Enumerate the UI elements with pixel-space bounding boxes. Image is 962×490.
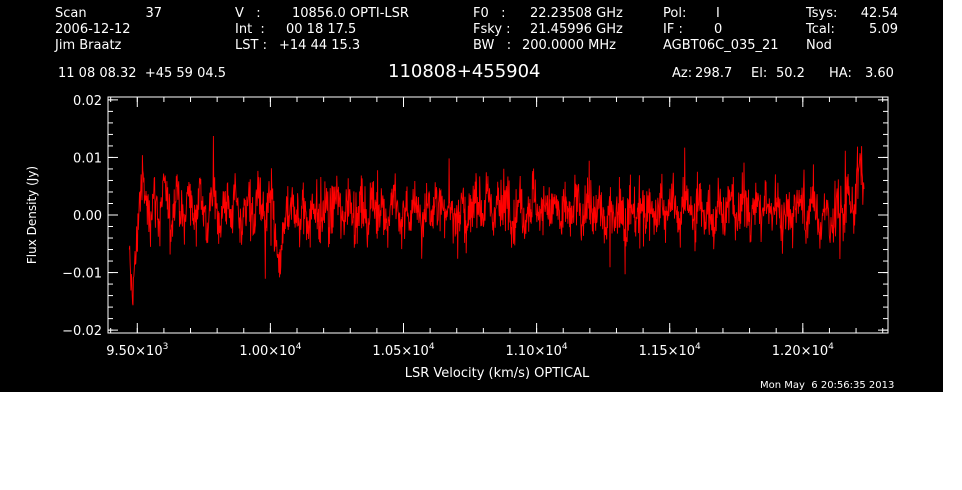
lst-label: LST : <box>235 38 267 53</box>
obs-date: 2006-12-12 <box>55 22 131 37</box>
plot-timestamp: Mon May 6 20:56:35 2013 <box>760 380 895 391</box>
tcal-label: Tcal: <box>806 22 835 37</box>
ha-label: HA: <box>829 66 852 81</box>
fsky-label: Fsky : <box>473 22 511 37</box>
bw-label: BW : <box>473 38 512 53</box>
f0-label: F0 : <box>473 6 506 21</box>
int-value: 00 18 17.5 <box>286 22 357 37</box>
project-id: AGBT06C_035_21 <box>663 38 779 53</box>
x-tick-label: 1.10×104 <box>506 342 568 359</box>
y-tick-label: 0.00 <box>73 209 102 224</box>
bw-value: 200.0000 MHz <box>522 38 616 53</box>
pol-label: Pol: <box>663 6 687 21</box>
flux-chart: 0.02 0.01 0.00 −0.01 −0.02 9.50×103 1.00×104 1.… <box>25 94 889 381</box>
y-tick-label: 0.01 <box>73 151 102 166</box>
x-tick-label: 1.05×104 <box>372 342 434 359</box>
velocity-value: 10856.0 OPTI-LSR <box>292 6 409 21</box>
tick-layer: 0.02 0.01 0.00 −0.01 −0.02 9.50×103 1.00×104 1.… <box>62 94 888 359</box>
tsys-value: 42.54 <box>860 6 898 21</box>
plot-frame <box>107 96 889 334</box>
y-tick-label: −0.02 <box>62 324 102 339</box>
pol-value: I <box>716 6 720 21</box>
tsys-label: Tsys: <box>806 6 838 21</box>
az-label: Az: <box>672 66 693 81</box>
f0-value: 22.23508 GHz <box>530 6 623 21</box>
el-value: 50.2 <box>776 66 805 81</box>
y-tick-label: 0.02 <box>73 94 102 109</box>
x-tick-label: 1.00×104 <box>239 342 301 359</box>
fsky-value: 21.45996 GHz <box>530 22 623 37</box>
az-value: 298.7 <box>695 66 733 81</box>
lst-value: +14 44 15.3 <box>279 38 361 53</box>
int-label: Int : <box>235 22 265 37</box>
ha-value: 3.60 <box>865 66 894 81</box>
tcal-value: 5.09 <box>869 22 898 37</box>
x-tick-label: 9.50×103 <box>106 342 168 359</box>
source-name: 110808+455904 <box>388 61 541 82</box>
el-label: El: <box>751 66 768 81</box>
x-axis-label: LSR Velocity (km/s) OPTICAL <box>405 366 590 381</box>
trace-layer <box>128 135 865 306</box>
y-tick-label: −0.01 <box>62 267 102 282</box>
spectrum-plot: Scan 37 2006-12-12 Jim Braatz V : 10856.… <box>0 0 943 392</box>
velocity-label: V : <box>235 6 261 21</box>
if-value: 0 <box>714 22 723 37</box>
scan-value: 37 <box>145 6 162 21</box>
obs-mode: Nod <box>806 38 832 53</box>
scan-label: Scan <box>55 6 87 21</box>
y-axis-label: Flux Density (Jy) <box>25 166 39 264</box>
coordinates: 11 08 08.32 +45 59 04.5 <box>58 66 227 81</box>
x-tick-label: 1.20×104 <box>772 342 834 359</box>
spectrum-trace <box>128 135 865 306</box>
if-label: IF : <box>663 22 683 37</box>
observer: Jim Braatz <box>55 38 122 53</box>
x-tick-label: 1.15×104 <box>639 342 701 359</box>
